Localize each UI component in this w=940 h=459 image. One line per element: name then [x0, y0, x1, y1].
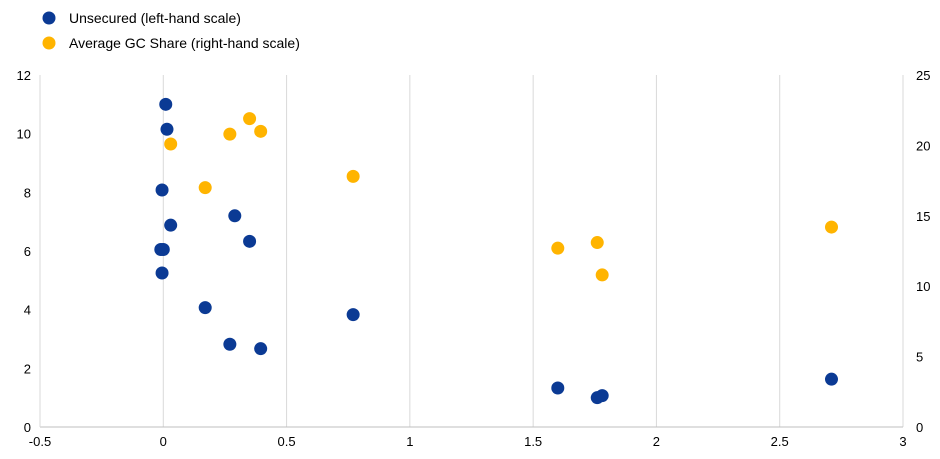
x-tick-label: 3: [899, 434, 906, 449]
y-right-tick-label: 25: [916, 68, 930, 83]
gridlines: [162, 75, 904, 427]
data-point: [824, 372, 838, 386]
y-left-tick-label: 8: [24, 185, 31, 200]
data-point: [156, 243, 170, 257]
y-left-tick-label: 0: [24, 420, 31, 435]
data-point: [228, 209, 242, 223]
legend-item: Average GC Share (right-hand scale): [42, 35, 300, 51]
legend-marker: [42, 11, 56, 25]
x-tick-label: 0: [160, 434, 167, 449]
x-tick-label: -0.5: [29, 434, 51, 449]
data-point: [164, 137, 178, 151]
data-point: [160, 122, 174, 136]
legend-item: Unsecured (left-hand scale): [42, 10, 241, 26]
y-left-tick-label: 2: [24, 361, 31, 376]
legend-marker: [42, 36, 56, 50]
series-gc-share: [164, 112, 838, 282]
legend-label: Unsecured (left-hand scale): [69, 10, 241, 26]
y-right-tick-label: 0: [916, 420, 923, 435]
x-tick-label: 2: [653, 434, 660, 449]
data-point: [198, 301, 212, 315]
y-left-tick-label: 12: [17, 68, 31, 83]
x-tick-label: 0.5: [278, 434, 296, 449]
data-point: [164, 218, 178, 232]
legend: Unsecured (left-hand scale) Average GC Sh…: [42, 10, 300, 51]
data-point: [243, 112, 257, 126]
data-point: [346, 169, 360, 183]
y-right-tick-label: 20: [916, 138, 930, 153]
y-right-tick-label: 10: [916, 279, 930, 294]
x-tick-label: 1.5: [524, 434, 542, 449]
data-point: [254, 124, 268, 138]
y-left-tick-label: 6: [24, 244, 31, 259]
y-left-tick-label: 10: [17, 127, 31, 142]
data-point: [551, 241, 565, 255]
y-right-tick-label: 5: [916, 350, 923, 365]
data-point: [155, 183, 169, 197]
y-left-tick-label: 4: [24, 303, 31, 318]
data-point: [198, 181, 212, 195]
data-points: [154, 97, 838, 405]
data-point: [155, 266, 169, 280]
x-tick-label: 2.5: [771, 434, 789, 449]
series-unsecured: [154, 97, 838, 405]
data-point: [824, 220, 838, 234]
legend-label: Average GC Share (right-hand scale): [69, 35, 300, 51]
y-right-tick-label: 15: [916, 209, 930, 224]
data-point: [254, 342, 268, 356]
data-point: [223, 337, 237, 351]
data-point: [595, 389, 609, 403]
data-point: [159, 97, 173, 111]
x-tick-label: 1: [406, 434, 413, 449]
data-point: [243, 234, 257, 248]
data-point: [551, 381, 565, 395]
data-point: [595, 268, 609, 282]
data-point: [590, 236, 604, 250]
data-point: [346, 308, 360, 322]
data-point: [223, 127, 237, 141]
